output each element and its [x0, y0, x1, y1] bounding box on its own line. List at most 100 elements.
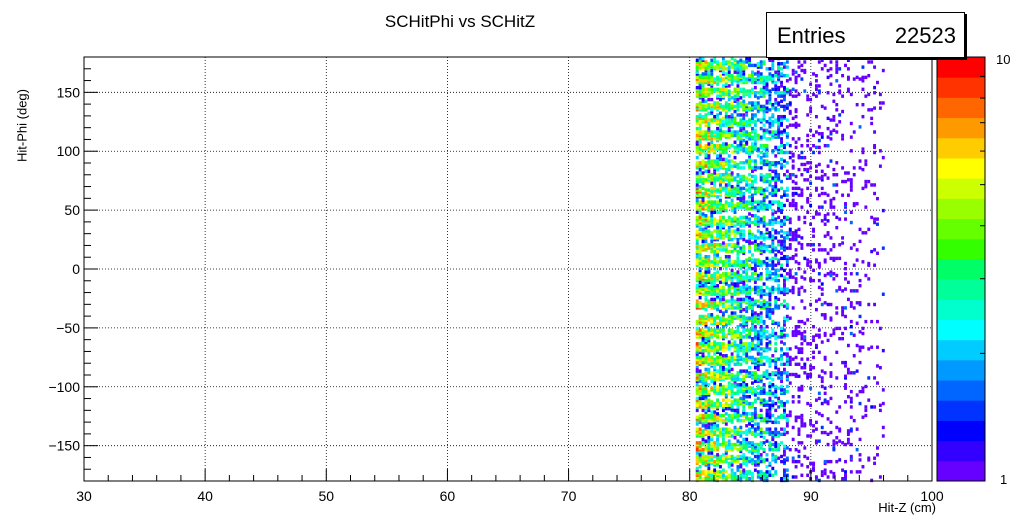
heatmap-cell: [716, 60, 720, 64]
heatmap-cell: [727, 386, 731, 390]
heatmap-cell: [756, 304, 760, 308]
heatmap-cell: [704, 217, 708, 221]
heatmap-cell: [849, 272, 853, 276]
heatmap-cell: [701, 304, 705, 308]
heatmap-cell: [695, 188, 699, 192]
heatmap-cell: [698, 280, 702, 285]
heatmap-cell: [733, 193, 737, 197]
heatmap-cell: [861, 415, 865, 419]
heatmap-cell: [736, 227, 740, 232]
heatmap-cell: [826, 475, 830, 479]
heatmap-cell: [780, 478, 783, 483]
heatmap-cell: [751, 272, 754, 276]
heatmap-cell: [756, 413, 760, 418]
heatmap-cell: [759, 318, 763, 322]
heatmap-cell: [719, 190, 722, 194]
heatmap-cell: [876, 364, 879, 368]
heatmap-cell: [713, 359, 717, 363]
heatmap-cell: [724, 202, 728, 206]
heatmap-cell: [736, 202, 740, 206]
heatmap-cell: [768, 118, 772, 122]
heatmap-cell: [716, 200, 720, 204]
heatmap-cell: [768, 473, 772, 477]
heatmap-cell: [710, 415, 714, 419]
heatmap-cell: [759, 338, 763, 343]
heatmap-cell: [771, 149, 775, 153]
heatmap-cell: [704, 248, 708, 252]
heatmap-cell: [823, 248, 827, 252]
heatmap-cell: [739, 304, 743, 308]
heatmap-cell: [707, 266, 711, 271]
heatmap-cell: [727, 340, 731, 344]
heatmap-cell: [841, 306, 845, 310]
heatmap-cell: [756, 80, 760, 85]
heatmap-cell: [835, 173, 839, 177]
heatmap-cell: [730, 473, 734, 477]
heatmap-cell: [727, 277, 731, 281]
heatmap-cell: [713, 135, 717, 139]
heatmap-cell: [695, 348, 699, 353]
heatmap-cell: [765, 162, 769, 167]
heatmap-cell: [721, 313, 725, 317]
heatmap-cell: [695, 272, 699, 276]
heatmap-cell: [733, 186, 737, 191]
heatmap-cell: [695, 459, 699, 464]
heatmap-cell: [759, 231, 763, 235]
heatmap-cell: [765, 475, 769, 479]
heatmap-cell: [730, 294, 734, 298]
heatmap-cell: [710, 210, 714, 214]
heatmap-cell: [698, 256, 702, 261]
heatmap-cell: [809, 386, 813, 390]
heatmap-cell: [713, 391, 717, 396]
heatmap-cell: [742, 263, 746, 267]
heatmap-cell: [695, 331, 699, 336]
heatmap-cell: [733, 401, 737, 406]
heatmap-cell: [748, 217, 752, 221]
heatmap-cell: [756, 263, 760, 267]
heatmap-cell: [736, 70, 740, 74]
heatmap-cell: [719, 104, 722, 109]
heatmap-cell: [707, 441, 711, 445]
heatmap-cell: [777, 63, 781, 68]
heatmap-cell: [721, 130, 725, 134]
heatmap-cell: [695, 210, 699, 214]
heatmap-cell: [719, 266, 722, 271]
heatmap-cell: [765, 415, 769, 419]
heatmap-cell: [881, 208, 885, 213]
heatmap-cell: [719, 430, 722, 435]
heatmap-cell: [765, 203, 769, 208]
heatmap-cell: [742, 442, 746, 447]
heatmap-cell: [762, 224, 766, 228]
heatmap-cell: [727, 106, 731, 110]
heatmap-cell: [751, 159, 754, 163]
heatmap-cell: [739, 331, 743, 336]
heatmap-cell: [713, 205, 717, 209]
heatmap-cell: [733, 477, 737, 481]
heatmap-cell: [751, 135, 754, 139]
heatmap-cell: [771, 193, 775, 197]
heatmap-cell: [721, 372, 725, 377]
heatmap-cell: [698, 87, 702, 92]
heatmap-cell: [698, 103, 702, 107]
heatmap-cell: [695, 58, 699, 62]
heatmap-cell: [733, 89, 737, 93]
heatmap-cell: [788, 246, 792, 250]
heatmap-cell: [756, 137, 760, 141]
heatmap-cell: [774, 256, 778, 261]
heatmap-cell: [748, 265, 752, 269]
heatmap-cell: [812, 335, 815, 339]
heatmap-cell: [707, 68, 711, 73]
heatmap-cell: [762, 91, 766, 95]
heatmap-cell: [713, 304, 717, 308]
heatmap-cell: [748, 418, 752, 423]
heatmap-cell: [716, 113, 720, 117]
heatmap-cell: [724, 249, 728, 254]
heatmap-cell: [849, 181, 853, 185]
heatmap-cell: [745, 437, 749, 442]
heatmap-cell: [780, 186, 783, 191]
heatmap-cell: [832, 196, 836, 201]
heatmap-cell: [861, 465, 865, 469]
heatmap-cell: [695, 347, 699, 351]
heatmap-cell: [878, 149, 882, 153]
heatmap-cell: [736, 147, 740, 151]
